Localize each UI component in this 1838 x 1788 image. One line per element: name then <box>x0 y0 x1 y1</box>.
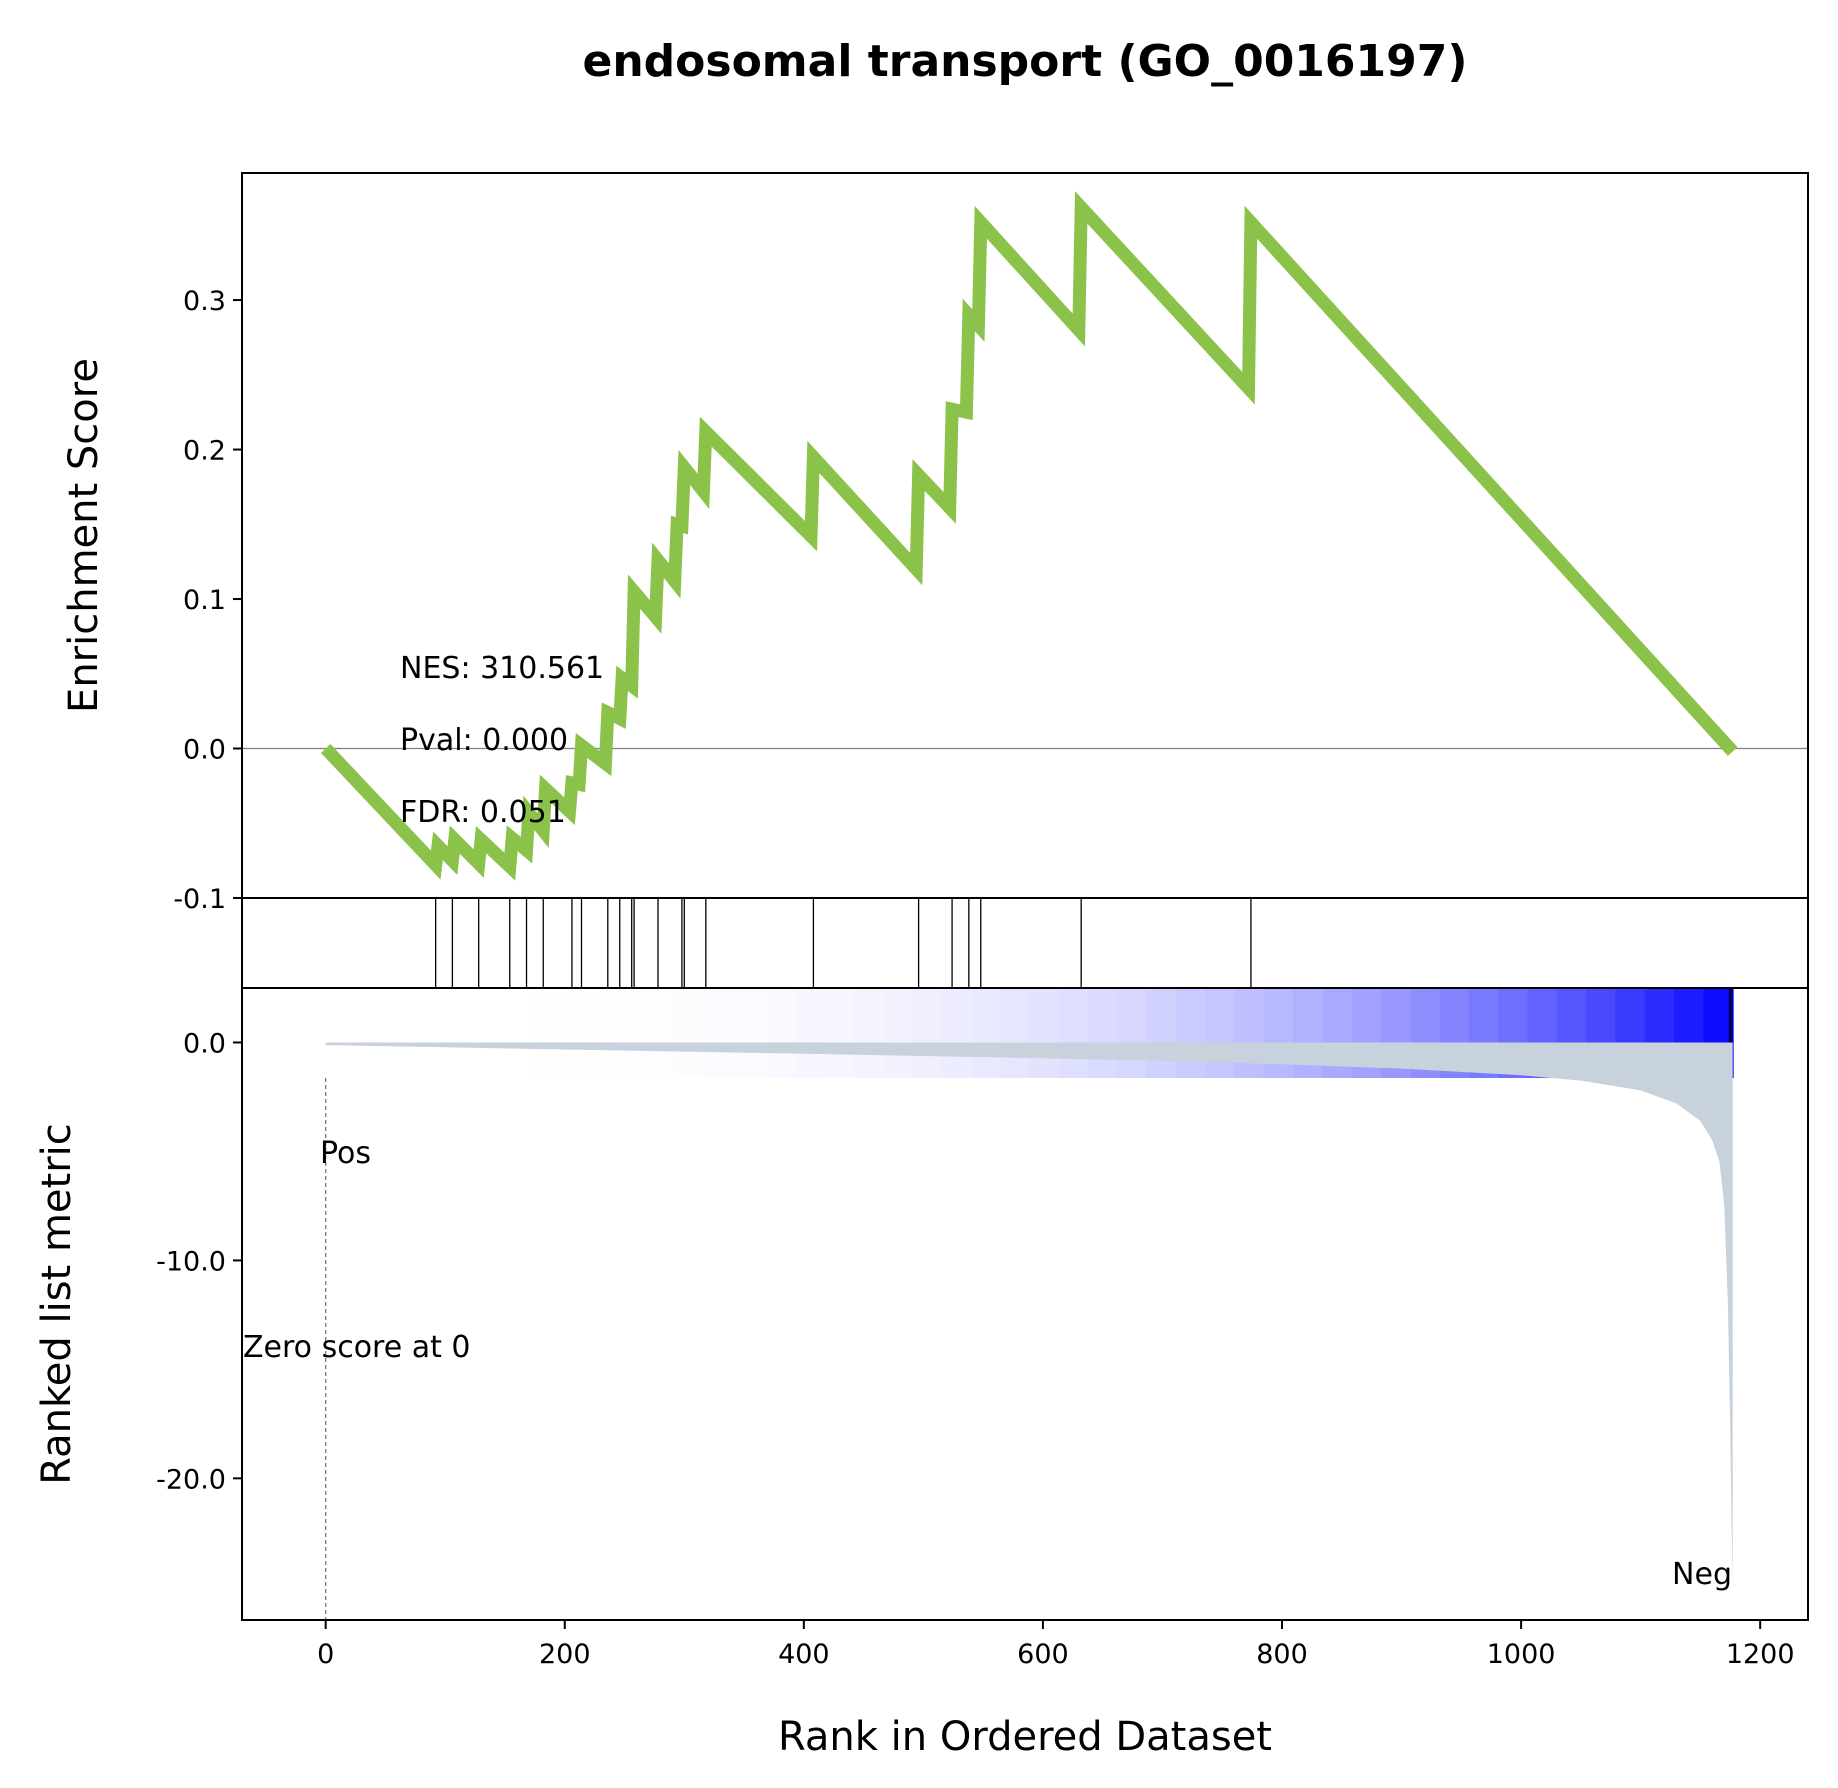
nes-annotation: NES: 310.561 <box>400 651 604 686</box>
heat-band <box>823 988 855 1078</box>
es-y-tick-label: 0.3 <box>183 286 226 317</box>
es-y-tick-label: -0.1 <box>173 884 226 915</box>
heat-band <box>472 988 503 1078</box>
heat-band <box>1029 988 1060 1078</box>
metric-panel-frame <box>241 987 1809 1621</box>
heat-band <box>1205 988 1236 1078</box>
heat-band <box>501 988 532 1078</box>
enrichment-score-panel: 0.3 0.2 0.1 0.0 -0.1 NES: 310.561 Pval: 0.00… <box>61 172 1809 915</box>
heat-band <box>794 988 825 1078</box>
heat-band <box>1117 988 1148 1078</box>
ranked-metric-area <box>325 1042 1733 1588</box>
pos-label: Pos <box>320 1136 371 1171</box>
es-y-tick-label: 0.1 <box>183 585 226 616</box>
ranked-metric-panel: Zero score at 0 Pos Neg 0.0 -10.0 -20.0 Ra… <box>34 987 1809 1621</box>
heat-band-end <box>1728 988 1733 1078</box>
chart-title: endosomal transport (GO_0016197) <box>582 36 1467 87</box>
heat-band <box>882 988 913 1078</box>
zero-score-label: Zero score at 0 <box>243 1330 471 1365</box>
x-tick-label: 0 <box>317 1639 334 1670</box>
pval-annotation: Pval: 0.000 <box>400 723 568 758</box>
heat-band <box>970 988 1001 1078</box>
heat-band <box>736 988 767 1078</box>
heat-band <box>677 988 708 1078</box>
heat-band <box>384 988 415 1078</box>
heat-band <box>1146 988 1177 1078</box>
heat-band <box>413 988 444 1078</box>
hits-panel-frame <box>241 897 1809 989</box>
metric-y-axis-label: Ranked list metric <box>34 1123 80 1485</box>
metric-y-tick-label: 0.0 <box>183 1028 226 1059</box>
heat-band <box>1175 988 1207 1078</box>
heat-band <box>765 988 796 1078</box>
x-tick-label: 200 <box>539 1639 591 1670</box>
heat-band <box>1234 988 1265 1078</box>
heat-band <box>354 988 386 1078</box>
heat-band <box>442 988 474 1078</box>
metric-y-ticks: 0.0 -10.0 -20.0 <box>156 1028 242 1495</box>
neg-label: Neg <box>1672 1557 1732 1592</box>
hits-panel <box>241 897 1809 989</box>
es-y-ticks: 0.3 0.2 0.1 0.0 -0.1 <box>173 286 242 915</box>
es-series-line <box>320 191 1738 881</box>
metric-y-tick-label: -20.0 <box>156 1464 226 1495</box>
fdr-annotation: FDR: 0.051 <box>400 795 566 830</box>
heat-band <box>618 988 650 1078</box>
es-y-tick-label: 0.2 <box>183 436 226 467</box>
heat-band <box>1058 988 1089 1078</box>
heat-band <box>999 988 1031 1078</box>
heat-band <box>530 988 562 1078</box>
es-y-axis-label: Enrichment Score <box>61 358 107 713</box>
metric-y-tick-label: -10.0 <box>156 1246 226 1277</box>
heat-band <box>941 988 972 1078</box>
heat-band <box>1087 988 1119 1078</box>
heat-band <box>911 988 943 1078</box>
es-panel-frame <box>241 172 1809 899</box>
heat-band <box>325 988 356 1078</box>
x-tick-label: 800 <box>1256 1639 1308 1670</box>
heat-band <box>560 988 591 1078</box>
x-tick-label: 400 <box>778 1639 830 1670</box>
heat-band <box>706 988 738 1078</box>
es-y-tick-label: 0.0 <box>183 735 226 766</box>
heat-band <box>853 988 884 1078</box>
heat-band <box>648 988 679 1078</box>
x-axis: 0 200 400 600 800 1000 1200 <box>317 1620 1795 1670</box>
x-tick-label: 1000 <box>1487 1639 1556 1670</box>
heat-band <box>589 988 620 1078</box>
x-tick-label: 1200 <box>1726 1639 1795 1670</box>
x-tick-label: 600 <box>1017 1639 1069 1670</box>
hit-lines <box>435 898 1252 988</box>
x-axis-label: Rank in Ordered Dataset <box>778 1714 1272 1760</box>
